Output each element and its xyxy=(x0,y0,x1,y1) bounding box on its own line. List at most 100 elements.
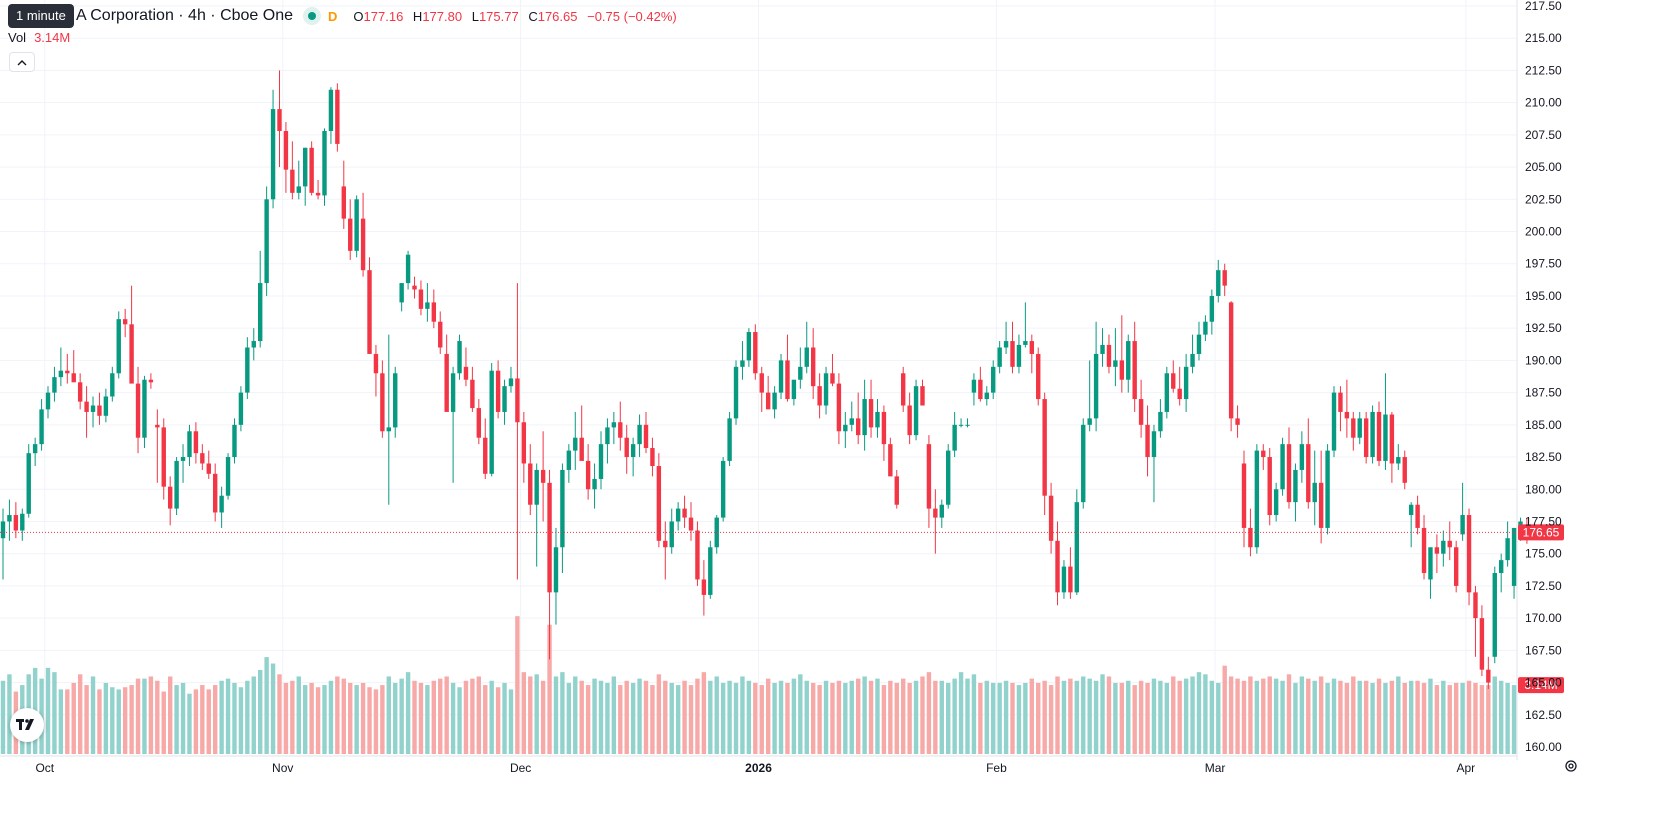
candle-body xyxy=(1344,411,1350,419)
candle-body xyxy=(991,366,996,393)
candle-body xyxy=(836,383,842,432)
candle-body xyxy=(39,409,44,445)
candle-body xyxy=(656,466,662,541)
volume-bar xyxy=(592,678,597,754)
interval-tooltip: 1 minute xyxy=(8,4,74,28)
volume-bar xyxy=(1177,680,1182,754)
volume-bar xyxy=(470,678,475,754)
volume-bar xyxy=(174,685,179,754)
last-price-badge xyxy=(1518,524,1564,541)
candle-body xyxy=(405,254,411,284)
candle-body xyxy=(855,418,861,436)
candle-body xyxy=(881,411,887,445)
candle-body xyxy=(483,437,488,474)
grid xyxy=(0,0,1518,760)
volume-bar xyxy=(148,676,154,754)
candle-body xyxy=(135,383,141,438)
price-tick-label: 185.00 xyxy=(1525,418,1562,432)
volume-bar xyxy=(669,682,674,754)
market-status-icon[interactable] xyxy=(303,7,322,25)
volume-bar xyxy=(405,672,411,754)
volume-bar xyxy=(675,685,681,754)
collapse-legend-button[interactable] xyxy=(9,52,35,72)
volume-bar xyxy=(1402,682,1407,754)
price-tick-label: 182.50 xyxy=(1525,450,1562,464)
time-axis[interactable]: Oct Nov Dec 2026 Feb Mar Apr xyxy=(35,761,1475,775)
volume-bar xyxy=(573,676,578,754)
candle-body xyxy=(180,457,186,461)
volume-bar xyxy=(1396,676,1401,754)
chart-settings-button[interactable] xyxy=(1563,759,1579,775)
data-delay-badge[interactable]: D xyxy=(328,8,338,24)
volume-bar xyxy=(277,674,282,754)
candle-body xyxy=(1171,373,1176,389)
time-tick-label: 2026 xyxy=(745,761,772,775)
volume-bar xyxy=(566,682,572,754)
volume-bar xyxy=(958,672,964,754)
volume-bar xyxy=(740,676,745,754)
candle-body xyxy=(1479,618,1485,670)
volume-bar xyxy=(643,680,649,754)
candle-body xyxy=(463,366,469,380)
candle-body xyxy=(553,547,559,593)
candle-body xyxy=(373,353,379,374)
volume-bar xyxy=(1016,685,1022,754)
volume-bar xyxy=(547,624,552,754)
candle-body xyxy=(862,399,867,436)
candle-body xyxy=(907,405,912,436)
tradingview-logo[interactable] xyxy=(10,708,44,742)
candle-body xyxy=(1100,344,1105,354)
candle-body xyxy=(1203,321,1208,335)
close-label: C xyxy=(528,8,538,24)
candle-body xyxy=(637,424,642,445)
candle-body xyxy=(1408,504,1414,516)
volume-bar xyxy=(920,676,925,754)
volume-bar xyxy=(412,680,417,754)
volume-bar xyxy=(1235,678,1240,754)
candle-body xyxy=(894,476,899,505)
volume-bar xyxy=(772,682,777,754)
candle-body xyxy=(1228,302,1234,419)
candle-body xyxy=(1331,392,1337,451)
candle-body xyxy=(1241,463,1247,528)
volume-bar xyxy=(1267,676,1272,754)
candle-body xyxy=(13,515,19,531)
volume-bar xyxy=(187,693,192,754)
volume-bar xyxy=(360,682,366,754)
chevron-up-icon xyxy=(17,59,27,65)
candle-body xyxy=(200,453,205,464)
volume-bar xyxy=(1363,680,1369,754)
candle-body xyxy=(399,283,404,303)
volume-bar xyxy=(1171,676,1176,754)
volume-bar xyxy=(1325,682,1330,754)
candle-body xyxy=(1196,334,1202,354)
candle-body xyxy=(1216,270,1221,296)
candle-body xyxy=(1273,489,1279,516)
candle-body xyxy=(843,424,848,432)
volume-bar xyxy=(495,687,501,754)
volume-bar xyxy=(515,616,520,754)
volume-bar xyxy=(598,680,604,754)
volume-bar xyxy=(1447,685,1452,754)
price-tick-label: 217.50 xyxy=(1525,0,1562,13)
candle-body xyxy=(598,444,604,479)
price-axis[interactable]: 217.50 215.00 212.50 210.00 207.50 205.00 202.… xyxy=(1525,0,1562,754)
candle-body xyxy=(1068,566,1073,593)
candle-body xyxy=(1016,344,1022,367)
candle-body xyxy=(328,89,334,132)
symbol-title[interactable]: A Corporation · 4h · Cboe One xyxy=(76,7,294,24)
volume-bar xyxy=(817,685,822,754)
volume-bar xyxy=(1293,682,1298,754)
candle-body xyxy=(232,424,237,458)
candle-body xyxy=(1177,388,1182,400)
candle-body xyxy=(1473,592,1478,619)
candle-body xyxy=(630,444,636,458)
candle-body xyxy=(1402,457,1407,483)
volume-bar xyxy=(457,687,462,754)
volume-bar xyxy=(1113,682,1118,754)
candle-body xyxy=(103,396,109,416)
candle-body xyxy=(714,517,719,548)
volume-bar xyxy=(714,676,719,754)
candle-body xyxy=(605,427,610,445)
